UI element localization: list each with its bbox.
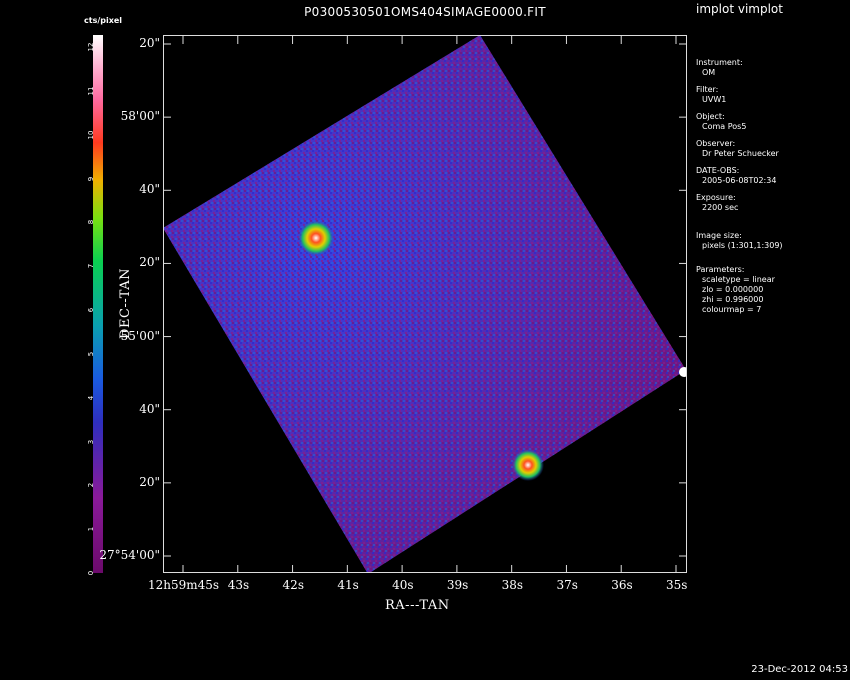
image-size-value: pixels (1:301,1:309): [702, 241, 783, 250]
image-size-label: Image size:: [696, 231, 742, 240]
edge-source: [679, 367, 686, 377]
date-value: 2005-06-08T02:34: [702, 176, 777, 185]
parameters-label: Parameters:: [696, 265, 745, 274]
x-tick-label: 37s: [556, 578, 578, 592]
filter-value: UVW1: [702, 95, 727, 104]
y-tick-label: 58'00": [120, 109, 160, 124]
x-axis-label: RA---TAN: [385, 598, 450, 613]
exposure-label: Exposure:: [696, 193, 736, 202]
observer-label: Observer:: [696, 139, 736, 148]
y-tick-label: 55'00": [120, 328, 160, 343]
instrument-label: Instrument:: [696, 58, 743, 67]
x-tick-label: 40s: [392, 578, 414, 592]
param-zlo: zlo = 0.000000: [702, 285, 764, 294]
bright-source-2: [512, 449, 544, 481]
object-label: Object:: [696, 112, 725, 121]
x-tick-label: 42s: [282, 578, 304, 592]
x-tick-label: 43s: [227, 578, 250, 592]
info-panel: Instrument: OM Filter: UVW1 Object: Coma Po…: [696, 58, 846, 322]
x-tick-label: 39s: [446, 578, 469, 592]
y-tick-label: 20": [139, 474, 160, 489]
instrument-value: OM: [702, 68, 716, 77]
object-value: Coma Pos5: [702, 122, 747, 131]
plot-frame: [163, 35, 687, 573]
x-tick-label: 38s: [501, 578, 524, 592]
filter-label: Filter:: [696, 85, 719, 94]
param-zhi: zhi = 0.996000: [702, 295, 764, 304]
param-scaletype: scaletype = linear: [702, 275, 775, 284]
bright-source-1: [298, 220, 334, 256]
x-tick-label: 36s: [611, 578, 633, 592]
date-label: DATE-OBS:: [696, 166, 740, 175]
y-tick-label: 40": [139, 401, 160, 416]
x-tick-label: 12h59m45s: [148, 578, 220, 592]
x-tick-label: 41s: [337, 578, 359, 592]
param-colourmap: colourmap = 7: [702, 305, 762, 314]
colorbar-units: cts/pixel: [84, 16, 123, 25]
y-tick-label: 27°54'00": [99, 548, 160, 562]
observer-value: Dr Peter Schuecker: [702, 149, 779, 158]
x-tick-label: 35s: [666, 578, 688, 592]
y-axis-label: DEC--TAN: [117, 268, 133, 339]
y-tick-label: 40": [139, 182, 160, 197]
plot-title: P0300530501OMS404SIMAGE0000.FIT: [304, 5, 546, 19]
timestamp: 23-Dec-2012 04:53: [751, 664, 848, 675]
y-tick-label: 20": [139, 36, 160, 50]
app-title: implot vimplot: [696, 2, 783, 16]
exposure-value: 2200 sec: [702, 203, 739, 212]
colorbar: [93, 35, 103, 573]
y-tick-label: 20": [139, 255, 160, 270]
